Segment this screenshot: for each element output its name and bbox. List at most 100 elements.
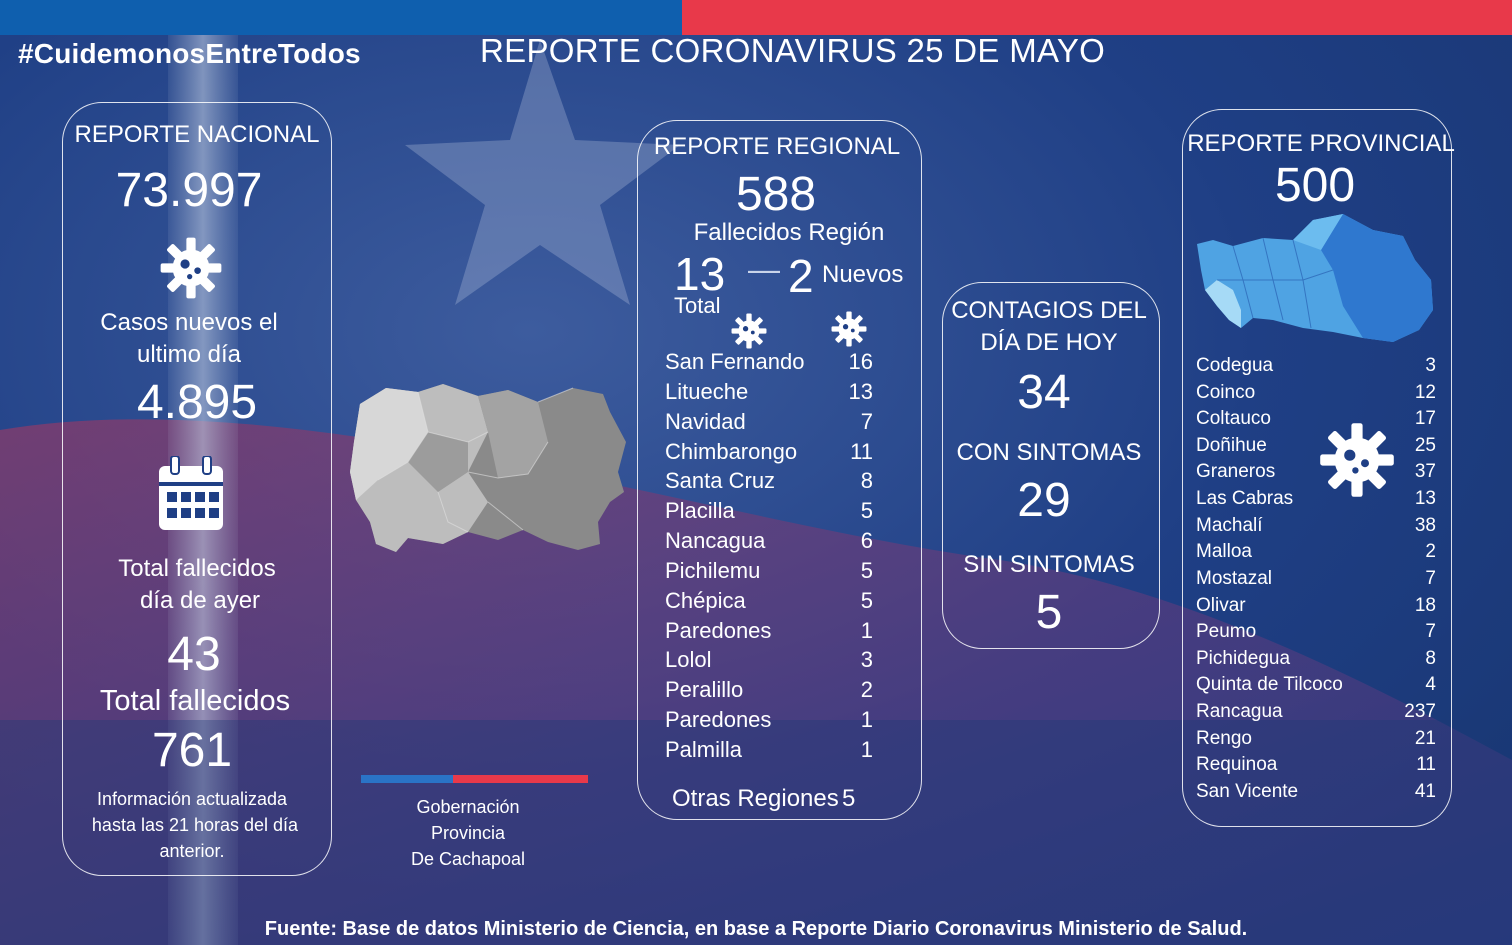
- contagios-sin: 5: [1035, 586, 1063, 639]
- list-item: Mostazal 7: [1196, 568, 1436, 595]
- list-item-value: 5: [860, 558, 873, 583]
- list-item-name: Santa Cruz: [665, 468, 776, 493]
- list-item-name: Chimbarongo: [665, 439, 798, 464]
- gobernacion-logo-text: Gobernación Provincia De Cachapoal: [368, 794, 568, 872]
- nacional-deaths-total-label: Total fallecidos: [99, 685, 291, 717]
- list-item-name: Mostazal: [1196, 568, 1273, 589]
- province-map: [1197, 214, 1433, 342]
- nacional-note-1: Información actualizada: [96, 789, 288, 809]
- list-item-value: 2: [860, 677, 873, 702]
- nacional-note-2: hasta las 21 horas del día: [91, 815, 299, 835]
- list-item-value: 5: [860, 498, 873, 523]
- gobernacion-line-1: Gobernación: [416, 797, 520, 817]
- list-item-value: 11: [850, 439, 873, 464]
- list-item-name: Malloa: [1196, 541, 1252, 562]
- list-item-name: Chépica: [665, 588, 746, 613]
- list-item: Lolol 3: [665, 647, 873, 677]
- nacional-note-3: anterior.: [159, 841, 225, 861]
- list-item: Peralillo 2: [665, 677, 873, 707]
- virus-icon: [731, 313, 767, 349]
- list-item-name: Rancagua: [1196, 701, 1283, 722]
- list-item: Navidad 7: [665, 409, 873, 439]
- list-item: Chimbarongo 11: [665, 439, 873, 469]
- list-item: Las Cabras 13: [1196, 488, 1436, 515]
- list-item-name: Graneros: [1196, 461, 1276, 482]
- nacional-deaths-total: 761: [151, 724, 233, 777]
- list-item-value: 237: [1404, 701, 1436, 722]
- list-item-name: Lolol: [665, 647, 712, 672]
- list-item: Paredones 1: [665, 618, 873, 648]
- list-item: Pichidegua 8: [1196, 648, 1436, 675]
- list-item-name: Coltauco: [1196, 408, 1271, 429]
- regional-list: San Fernando 16 Litueche 13 Navidad 7 Chimb…: [665, 349, 873, 769]
- calendar-icon: [159, 456, 223, 530]
- list-item: Rengo 21: [1196, 728, 1436, 755]
- nacional-deaths-yesterday: 43: [167, 628, 221, 681]
- contagios-sin-label: SIN SINTOMAS: [963, 551, 1135, 578]
- nacional-deaths-yesterday-label-1: Total fallecidos: [118, 555, 276, 582]
- list-item: Paredones 1: [665, 707, 873, 737]
- list-item-value: 8: [1425, 648, 1436, 669]
- panel-contagios: CONTAGIOS DEL DÍA DE HOY 34 CON SINTOMAS…: [942, 282, 1160, 649]
- list-item-name: Las Cabras: [1196, 488, 1294, 509]
- list-item-value: 11: [1416, 754, 1436, 775]
- hashtag: #CuidemonosEntreTodos: [18, 38, 361, 69]
- list-item: Rancagua 237: [1196, 701, 1436, 728]
- list-item-value: 13: [1414, 488, 1436, 509]
- list-item: Palmilla 1: [665, 737, 873, 767]
- list-item-name: Nancagua: [665, 528, 766, 553]
- list-item: Quinta de Tilcoco 4: [1196, 674, 1436, 701]
- list-item-value: 7: [1425, 621, 1436, 642]
- list-item: Nancagua 6: [665, 528, 873, 558]
- nacional-new-cases: 4.895: [136, 376, 258, 429]
- list-item-value: 37: [1414, 461, 1436, 482]
- provincial-list: Codegua 3 Coinco 12 Coltauco 17 Doñihue 25 G…: [1196, 355, 1436, 815]
- nacional-total: 73.997: [115, 164, 263, 217]
- regional-otras-label: Otras Regiones: [672, 785, 839, 812]
- regional-fallecidos-label: Fallecidos Región: [693, 219, 885, 246]
- list-item-name: Pichilemu: [665, 558, 761, 583]
- list-item-value: 3: [860, 647, 873, 672]
- list-item: Santa Cruz 8: [665, 468, 873, 498]
- list-item-value: 8: [860, 468, 873, 493]
- virus-icon: [831, 311, 867, 347]
- list-item-name: Paredones: [665, 618, 772, 643]
- regional-total-label: Total: [674, 293, 721, 318]
- virus-icon: [1320, 423, 1394, 497]
- regional-heading: REPORTE REGIONAL: [653, 133, 901, 160]
- list-item-name: Placilla: [665, 498, 735, 523]
- list-item-name: San Vicente: [1196, 781, 1299, 802]
- provincial-heading: REPORTE PROVINCIAL: [1187, 130, 1455, 157]
- gobernacion-logo-bar-red: [453, 775, 588, 783]
- list-item-value: 1: [860, 707, 873, 732]
- nacional-heading: REPORTE NACIONAL: [74, 121, 320, 148]
- list-item-name: Requinoa: [1196, 754, 1278, 775]
- list-item-name: Peralillo: [665, 677, 744, 702]
- list-item: Requinoa 11: [1196, 754, 1436, 781]
- list-item-name: Litueche: [665, 379, 749, 404]
- contagios-con: 29: [1017, 474, 1071, 527]
- list-item: Coinco 12: [1196, 382, 1436, 409]
- list-item-value: 25: [1414, 435, 1436, 456]
- list-item-value: 21: [1414, 728, 1436, 749]
- nacional-new-label-2: ultimo día: [136, 341, 242, 368]
- list-item: San Fernando 16: [665, 349, 873, 379]
- list-item-value: 17: [1414, 408, 1436, 429]
- list-item: Codegua 3: [1196, 355, 1436, 382]
- list-item: Placilla 5: [665, 498, 873, 528]
- list-item-value: 2: [1425, 541, 1436, 562]
- list-item-value: 5: [860, 588, 873, 613]
- panel-nacional: REPORTE NACIONAL 73.997 Casos nuevos el …: [62, 102, 332, 876]
- list-item-value: 41: [1414, 781, 1436, 802]
- list-item: Coltauco 17: [1196, 408, 1436, 435]
- contagios-con-label: CON SINTOMAS: [956, 439, 1142, 466]
- list-item-name: Rengo: [1196, 728, 1252, 749]
- list-item-value: 7: [860, 409, 873, 434]
- regional-fallecidos-nuevos: 2: [788, 250, 814, 302]
- contagios-heading-2: DÍA DE HOY: [980, 329, 1118, 356]
- list-item-name: Peumo: [1196, 621, 1257, 642]
- regional-otras-value: 5: [842, 785, 856, 812]
- list-item: Litueche 13: [665, 379, 873, 409]
- nacional-deaths-yesterday-label-2: día de ayer: [139, 587, 261, 614]
- panel-provincial: REPORTE PROVINCIAL 500 Codegua 3 Coinco 12…: [1182, 109, 1455, 827]
